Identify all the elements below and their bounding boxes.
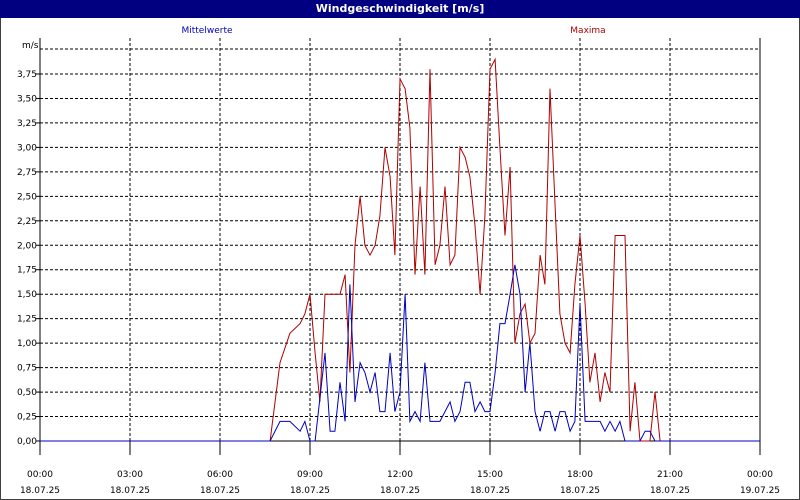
x-tick-time: 15:00 xyxy=(477,470,503,480)
y-tick-label: 3,25 xyxy=(17,119,37,129)
x-tick-date: 19.07.25 xyxy=(740,486,780,496)
x-tick-time: 18:00 xyxy=(567,470,593,480)
y-axis-label: m/s xyxy=(22,41,39,51)
series-line-maxima xyxy=(40,57,760,442)
legend-maxima: Maxima xyxy=(570,26,605,36)
x-tick-time: 03:00 xyxy=(117,470,143,480)
y-tick-label: 3,75 xyxy=(17,70,37,80)
x-tick-time: 12:00 xyxy=(387,470,413,480)
y-tick-label: 0,25 xyxy=(17,413,37,423)
y-tick-label: 2,75 xyxy=(17,168,37,178)
x-tick-date: 18.07.25 xyxy=(650,486,690,496)
series-lines xyxy=(40,57,760,442)
x-tick-time: 09:00 xyxy=(297,470,323,480)
y-tick-label: 0,00 xyxy=(17,437,37,447)
y-tick-label: 2,25 xyxy=(17,217,37,227)
y-tick-label: 3,50 xyxy=(17,94,37,104)
x-tick-time: 21:00 xyxy=(657,470,683,480)
x-tick-time: 00:00 xyxy=(27,470,53,480)
series-line-mittelwerte xyxy=(40,264,760,442)
y-tick-label: 2,00 xyxy=(17,241,37,251)
y-tick-label: 1,50 xyxy=(17,290,37,300)
x-tick-date: 18.07.25 xyxy=(560,486,600,496)
y-tick-label: 1,00 xyxy=(17,339,37,349)
y-tick-label: 3,00 xyxy=(17,143,37,153)
x-tick-time: 06:00 xyxy=(207,470,233,480)
x-tick-date: 18.07.25 xyxy=(20,486,60,496)
legend-mittelwerte: Mittelwerte xyxy=(181,26,232,36)
x-tick-date: 18.07.25 xyxy=(290,486,330,496)
chart-title: Windgeschwindigkeit [m/s] xyxy=(0,0,800,18)
x-tick-date: 18.07.25 xyxy=(380,486,420,496)
x-tick-date: 18.07.25 xyxy=(200,486,240,496)
y-tick-label: 1,25 xyxy=(17,315,37,325)
grid-lines xyxy=(40,38,760,441)
x-tick-date: 18.07.25 xyxy=(470,486,510,496)
y-tick-label: 1,75 xyxy=(17,266,37,276)
y-tick-label: 0,75 xyxy=(17,364,37,374)
y-tick-label: 0,50 xyxy=(17,388,37,398)
x-tick-time: 00:00 xyxy=(747,470,773,480)
x-tick-date: 18.07.25 xyxy=(110,486,150,496)
y-tick-label: 2,50 xyxy=(17,192,37,202)
axis-labels: 0,00 0,25 0,50 0,75 1,00 1,25 1,50 1,75 2,00 2,25… xyxy=(17,70,780,496)
